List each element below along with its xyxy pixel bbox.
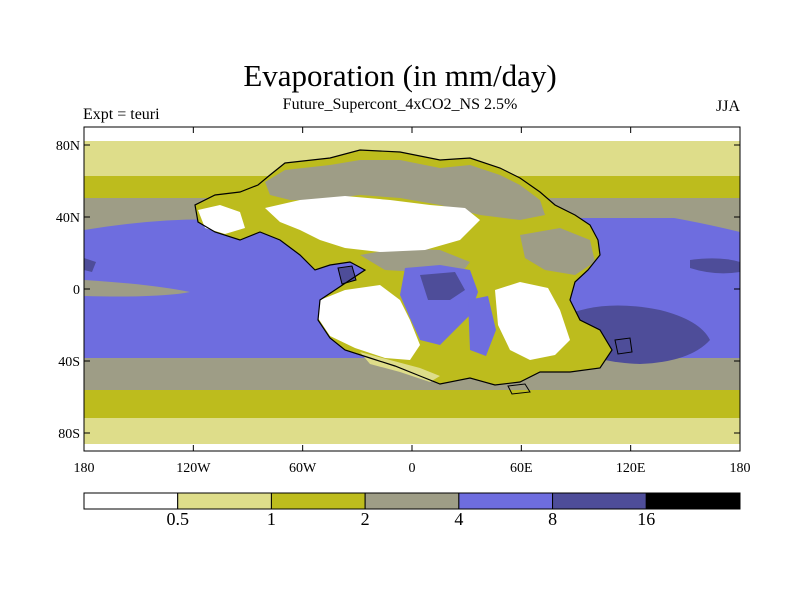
latitude-ticks: 80N 40N 0 40S 80S <box>56 139 740 442</box>
continent-gray-east <box>520 228 595 275</box>
ocean-dark-blue-pacific <box>690 258 740 274</box>
lon-tick-label: 120W <box>176 461 211 476</box>
colorbar-bin-black <box>645 492 741 510</box>
dry-interior-south <box>318 285 420 360</box>
coastline <box>194 149 613 386</box>
colorbar-bin-light-yellow <box>177 492 272 510</box>
lon-tick-label: 0 <box>409 461 416 476</box>
colorbar-label: 8 <box>548 509 557 529</box>
blue-north-edge <box>84 205 740 232</box>
colorbar-bin-dark-blue <box>552 492 647 510</box>
olive-rim-south <box>360 352 440 382</box>
lat-tick-label: 80N <box>56 139 80 154</box>
coastline-island-east <box>614 337 633 355</box>
map-field <box>84 127 740 451</box>
colorbar-label: 4 <box>454 509 463 529</box>
plot-title: Evaporation (in mm/day) <box>243 58 557 93</box>
dry-interior-southeast <box>495 282 570 360</box>
colorbar-label: 16 <box>637 509 655 529</box>
lon-tick-label: 180 <box>730 461 751 476</box>
dry-interior-north <box>265 196 480 252</box>
band-arctic <box>84 127 740 141</box>
coastline-inland-lake <box>337 265 357 285</box>
coastline-island-south <box>507 383 531 395</box>
colorbar-bin-white <box>83 492 179 510</box>
inland-sea-dark <box>420 272 465 300</box>
continent-gray-north <box>265 160 545 220</box>
colorbar-bin-gray <box>364 492 460 510</box>
colorbar-bin-light-blue <box>458 492 554 510</box>
channel-blue <box>468 296 496 356</box>
lat-tick-label: 40N <box>56 211 80 226</box>
ocean-dark-blue-west <box>84 258 96 272</box>
lon-tick-label: 60E <box>510 461 533 476</box>
ocean-light-tongue <box>84 280 190 297</box>
lat-tick-label: 80S <box>58 427 80 442</box>
plot-subtitle: Future_Supercont_4xCO2_NS 2.5% <box>282 96 518 113</box>
lat-tick-label: 40S <box>58 355 80 370</box>
band-south-olive <box>84 390 740 418</box>
colorbar-label: 2 <box>361 509 370 529</box>
season-label: JJA <box>715 98 740 115</box>
colorbar: 0.5 1 2 4 8 16 <box>83 492 741 529</box>
lon-tick-label: 60W <box>289 461 317 476</box>
colorbar-label: 0.5 <box>166 509 189 529</box>
colorbar-bin-olive <box>270 492 366 510</box>
lon-tick-label: 120E <box>616 461 646 476</box>
lon-tick-label: 180 <box>74 461 95 476</box>
lat-tick-label: 0 <box>73 283 80 298</box>
experiment-label: Expt = teuri <box>83 106 160 123</box>
dry-interior-west <box>198 205 245 234</box>
longitude-ticks: 180 120W 60W 0 60E 120E 180 <box>74 127 751 476</box>
colorbar-label: 1 <box>267 509 276 529</box>
band-south-light <box>84 418 740 444</box>
